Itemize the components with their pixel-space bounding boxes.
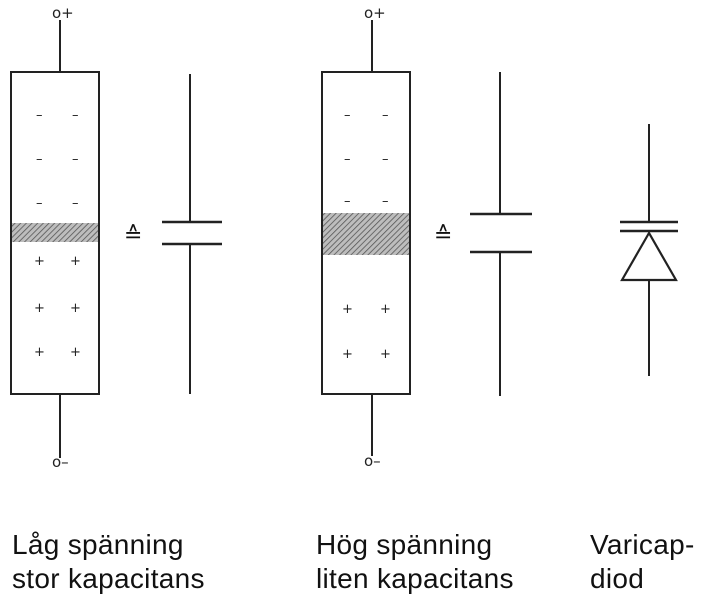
positive-charge: +	[380, 347, 391, 362]
capacitor-symbol	[162, 74, 222, 394]
depletion-layer	[323, 213, 409, 255]
negative-charges: – – – – – –	[36, 108, 79, 211]
depletion-layer	[12, 223, 98, 242]
positive-charge: +	[342, 347, 353, 362]
negative-charge: –	[36, 196, 43, 211]
negative-charge: –	[72, 108, 79, 123]
positive-charge: +	[70, 345, 81, 360]
negative-terminal-label: o–	[52, 453, 69, 471]
panel-high-voltage: o+ – – – – – – + + + + o– ≙	[321, 4, 532, 470]
semiconductor-block	[321, 71, 411, 395]
positive-charge: +	[70, 254, 81, 269]
positive-charge: +	[70, 301, 81, 316]
equivalence-symbol: ≙	[434, 223, 452, 248]
positive-charge: +	[34, 301, 45, 316]
negative-charge: –	[382, 194, 389, 209]
negative-charge: –	[344, 194, 351, 209]
negative-charge: –	[72, 196, 79, 211]
positive-charge: +	[34, 254, 45, 269]
caption-high-voltage: Hög spänning liten kapacitans	[316, 529, 514, 594]
capacitor-symbol	[470, 72, 532, 396]
semiconductor-block	[10, 71, 100, 395]
caption-varicap-diode: Varicap- diod	[590, 529, 695, 594]
positive-charge: +	[342, 302, 353, 317]
positive-terminal-label: o+	[364, 4, 386, 22]
negative-charge: –	[382, 152, 389, 167]
positive-terminal-label: o+	[52, 4, 74, 22]
varicap-diode-symbol	[620, 124, 678, 376]
negative-charge: –	[344, 152, 351, 167]
caption-low-voltage: Låg spänning stor kapacitans	[12, 529, 205, 594]
positive-charge: +	[380, 302, 391, 317]
negative-terminal-label: o–	[364, 452, 381, 470]
positive-charge: +	[34, 345, 45, 360]
positive-charges: + + + +	[342, 302, 391, 362]
negative-charge: –	[36, 152, 43, 167]
negative-charge: –	[72, 152, 79, 167]
panel-low-voltage: o+ – – – – – – + + + + + + o– ≙	[10, 4, 222, 471]
negative-charge: –	[382, 108, 389, 123]
negative-charges: – – – – – –	[344, 108, 389, 209]
equivalence-symbol: ≙	[124, 223, 142, 248]
negative-charge: –	[36, 108, 43, 123]
negative-charge: –	[344, 108, 351, 123]
positive-charges: + + + + + +	[34, 254, 81, 360]
